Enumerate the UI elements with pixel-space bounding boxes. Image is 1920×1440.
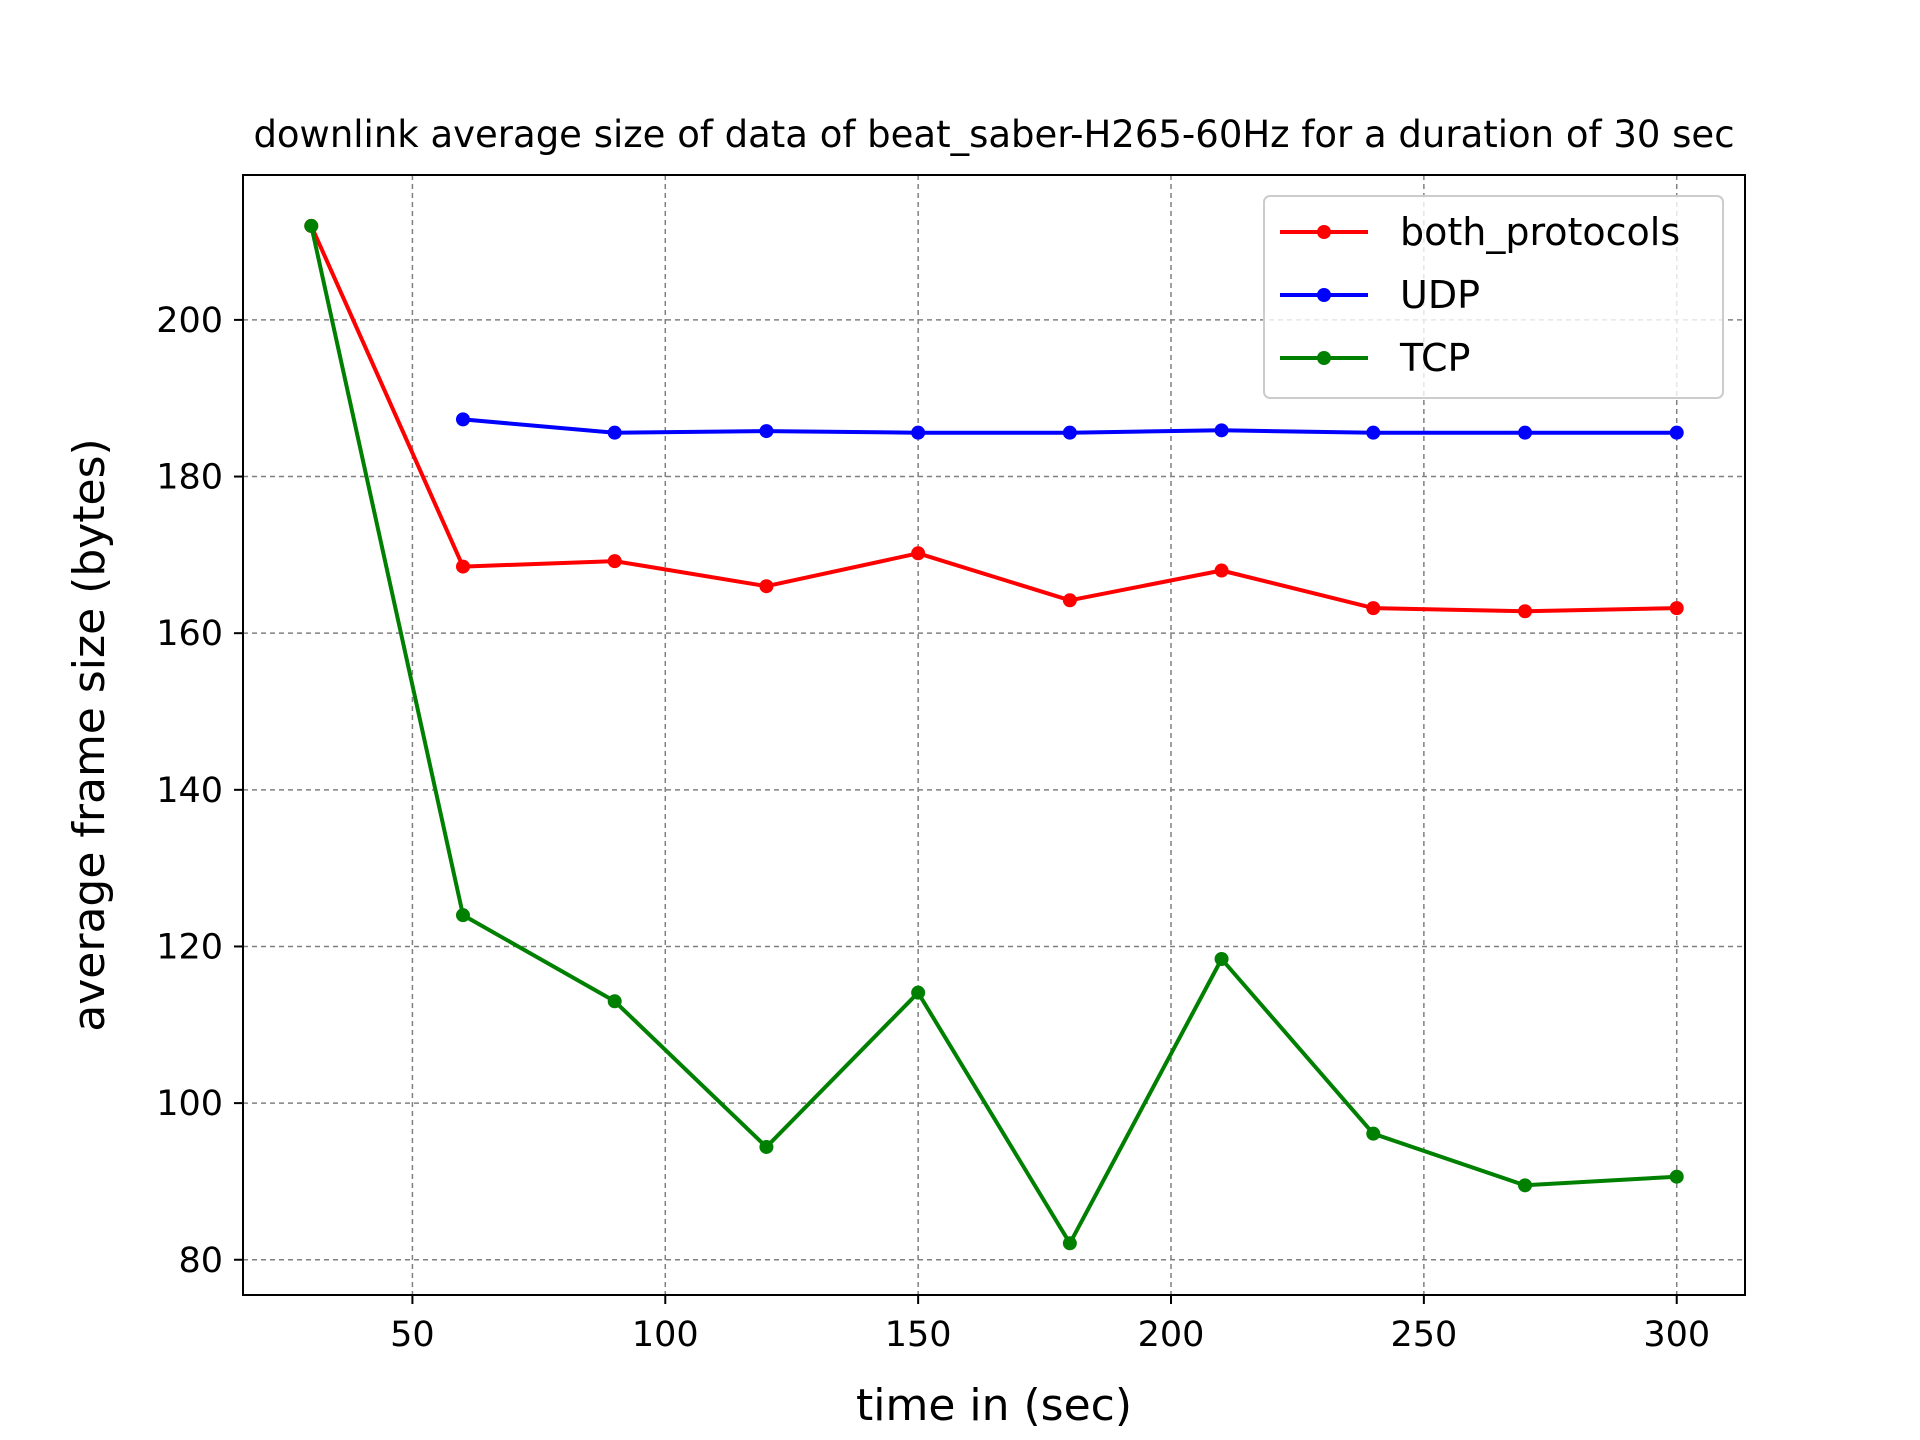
y-tick-label: 140 <box>156 771 223 811</box>
data-point-udp <box>1062 425 1077 440</box>
x-tick-label: 300 <box>1643 1315 1710 1355</box>
data-point-tcp <box>1366 1126 1381 1141</box>
data-point-tcp <box>304 218 319 233</box>
data-point-tcp <box>1214 952 1229 966</box>
y-tick-label: 100 <box>156 1084 223 1124</box>
data-point-both-protocols <box>911 546 926 561</box>
chart-title: downlink average size of data of beat_sa… <box>253 113 1734 156</box>
y-tick-label: 180 <box>156 458 223 498</box>
data-point-tcp <box>1518 1178 1533 1193</box>
x-tick-label: 250 <box>1390 1315 1457 1355</box>
legend-box <box>1263 195 1724 399</box>
data-point-udp <box>607 425 622 440</box>
legend-label-tcp: TCP <box>1399 336 1470 380</box>
data-point-tcp <box>911 985 926 1000</box>
data-point-tcp <box>759 1139 774 1154</box>
data-point-both-protocols <box>607 554 622 569</box>
x-tick-label: 200 <box>1138 1315 1205 1355</box>
x-tick-label: 150 <box>885 1315 952 1355</box>
x-tick-label: 50 <box>390 1315 435 1355</box>
data-point-udp <box>455 412 470 427</box>
data-point-both-protocols <box>1669 601 1684 616</box>
data-point-udp <box>1366 425 1381 440</box>
legend-label-udp: UDP <box>1400 273 1480 317</box>
data-point-udp <box>1669 425 1684 440</box>
data-point-udp <box>1214 423 1229 438</box>
data-point-both-protocols <box>455 559 470 574</box>
series-line-both-protocols <box>309 223 1679 614</box>
y-tick-label: 80 <box>178 1241 223 1281</box>
axis-ticks: 50 100 150 200 250 300 80 100 120 140 160 180 200 <box>156 301 1710 1355</box>
data-point-both-protocols <box>1062 593 1077 608</box>
x-axis-label: time in (sec) <box>856 1380 1132 1431</box>
data-point-both-protocols <box>759 579 774 594</box>
data-point-both-protocols <box>1214 563 1229 578</box>
legend-entries: both_protocols UDP TCP <box>1280 210 1680 380</box>
legend-marker-udp <box>1317 288 1331 302</box>
series-lines <box>304 218 1684 1251</box>
y-tick-label: 200 <box>156 301 223 341</box>
data-point-tcp <box>1062 1236 1077 1251</box>
legend-marker-both-protocols <box>1317 225 1331 239</box>
data-point-tcp <box>1669 1169 1684 1184</box>
data-point-both-protocols <box>1518 604 1533 619</box>
data-point-udp <box>759 424 774 439</box>
data-point-tcp <box>607 994 622 1009</box>
y-tick-label: 120 <box>156 927 223 967</box>
data-point-udp <box>911 425 926 440</box>
data-point-udp <box>1518 425 1533 440</box>
y-tick-label: 160 <box>156 614 223 654</box>
grid-lines <box>243 175 1745 1295</box>
plot-frame <box>242 174 1746 1296</box>
series-line-tcp <box>309 223 1679 1246</box>
legend: both_protocols UDP TCP <box>1263 195 1724 399</box>
x-tick-label: 100 <box>632 1315 699 1355</box>
data-point-tcp <box>455 908 470 923</box>
legend-label-both-protocols: both_protocols <box>1400 210 1680 254</box>
y-axis-label: average frame size (bytes) <box>64 438 115 1031</box>
data-point-both-protocols <box>1366 601 1381 616</box>
legend-marker-tcp <box>1317 351 1331 365</box>
